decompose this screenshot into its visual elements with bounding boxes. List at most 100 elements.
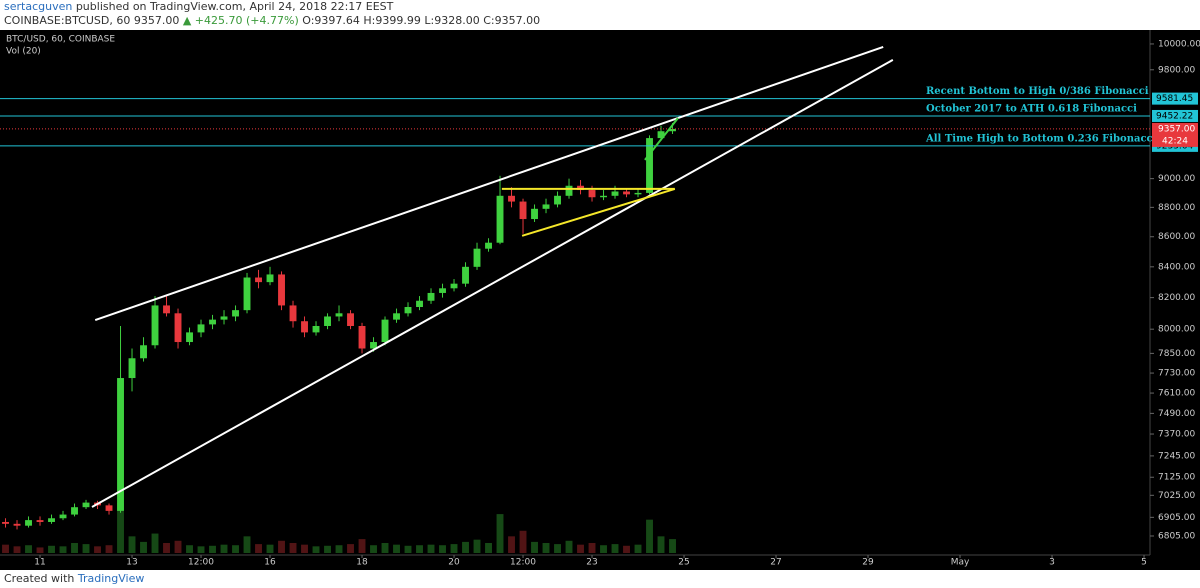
x-tick-label: 3 [1049,558,1055,568]
volume-bar [82,544,90,553]
y-tick-label: 8400.00 [1158,262,1195,272]
volume-bar [335,545,343,553]
volume-bar [416,545,423,553]
x-tick-label: 27 [770,558,781,568]
volume-bar [301,544,308,553]
candle-body [36,520,44,522]
y-tick-label: 7490.00 [1158,409,1195,419]
candle-body [105,505,113,511]
volume-bar [450,544,458,553]
candle-body [347,313,354,326]
volume-label: Vol (20) [6,47,41,57]
symbol: COINBASE:BTCUSD, 60 [4,14,131,27]
candle-body [588,190,596,198]
fib-text: October 2017 to ATH 0.618 Fibonacci [926,103,1137,114]
y-tick-label: 7025.00 [1158,491,1195,501]
y-tick-label: 9000.00 [1158,174,1195,184]
volume-bar [381,543,389,553]
y-tick-label: 6805.00 [1158,531,1195,541]
x-tick-label: 13 [126,558,137,568]
candle-body [2,521,9,524]
candle-body [646,138,653,193]
candle-body [174,313,182,343]
volume-bar [13,546,21,553]
level-label: 9581.45 [1156,94,1193,104]
x-tick-label: 11 [34,558,45,568]
candle-body [186,332,193,343]
volume-bar [588,543,596,553]
volume-bar [105,545,113,553]
x-tick-label: 23 [586,558,597,568]
candle-body [496,195,504,243]
candle-body [232,310,239,317]
ohlc-open: O:9397.64 [302,14,360,27]
brand[interactable]: TradingView [77,572,145,585]
volume-bar [611,544,619,553]
volume-bar [266,544,274,553]
candle-body [600,195,607,198]
candle-body [324,316,331,326]
candle-body [577,185,584,191]
volume-bar [496,514,504,553]
ohlc-high: H:9399.99 [363,14,421,27]
candle-body [531,208,538,220]
y-tick-label: 7610.00 [1158,389,1195,399]
x-tick-label: 12:00 [510,558,536,568]
volume-bar [508,536,515,553]
x-tick-label: 5 [1141,558,1147,568]
volume-bar [324,545,331,553]
x-tick-label: May [951,558,970,568]
volume-bar [48,545,55,553]
x-tick-label: 29 [862,558,874,568]
y-tick-label: 7730.00 [1158,369,1195,379]
volume-bar [531,541,538,553]
y-tick-label: 8600.00 [1158,232,1195,242]
volume-bar [186,545,193,553]
y-tick-label: 7850.00 [1158,349,1195,359]
volume-bar [646,519,653,553]
volume-bar [462,541,469,553]
author[interactable]: sertacguven [4,0,73,13]
volume-bar [657,536,665,553]
volume-bar [151,533,159,553]
y-tick-label: 7245.00 [1158,451,1195,461]
candle-body [439,288,446,293]
trend-line [91,59,894,508]
candle-body [462,266,469,284]
candle-body [450,283,458,289]
candle-body [209,319,216,325]
volume-bar [243,536,251,553]
trend-line [94,45,884,322]
level-box [1152,109,1198,122]
candle-body [25,520,32,526]
candle-body [163,305,170,314]
published: published on TradingView.com, April 24, … [75,0,394,13]
volume-bar [220,544,228,553]
quote-line: COINBASE:BTCUSD, 60 9357.00 ▲ +425.70 (+… [4,14,1200,28]
volume-bar [25,545,32,553]
volume-bar [174,540,182,553]
x-tick-label: 20 [448,558,460,568]
x-tick-label: 12:00 [188,558,214,568]
candle-body [151,305,159,346]
candle-body [335,313,343,317]
y-tick-label: 9800.00 [1158,65,1195,75]
ohlc-low: L:9328.00 [424,14,480,27]
volume-bar [255,544,262,553]
candle-body [243,277,251,311]
candle-body [140,345,147,359]
x-tick-label: 18 [356,558,368,568]
candle-body [519,201,527,220]
candle-body [508,195,515,202]
candle-body [289,305,297,322]
candle-body [48,518,55,522]
y-tick-label: 8800.00 [1158,203,1195,213]
background [0,30,1200,570]
volume-bar [669,539,676,553]
volume-bar [439,545,446,553]
candle-body [427,292,435,301]
y-tick-label: 8200.00 [1158,293,1195,303]
volume-bar [347,544,354,553]
candle-body [565,185,573,196]
candle-body [128,358,136,379]
